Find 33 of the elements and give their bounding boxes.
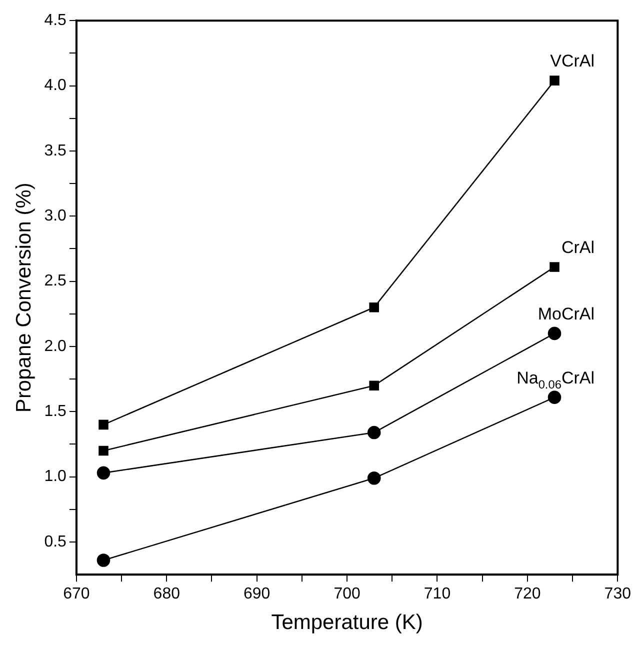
x-tick-label: 690 — [243, 586, 270, 603]
point — [548, 326, 562, 340]
point — [96, 554, 110, 567]
point — [367, 426, 381, 440]
point — [98, 420, 108, 430]
x-tick-label: 680 — [153, 586, 180, 603]
x-tick-label: 700 — [334, 586, 360, 603]
point — [369, 302, 379, 312]
point — [548, 390, 562, 404]
series-label: CrAl — [561, 238, 595, 257]
series-label: VCrAl — [550, 52, 595, 71]
y-tick-label: 2.5 — [44, 272, 67, 290]
point — [369, 380, 379, 390]
point — [367, 471, 381, 485]
point — [550, 262, 560, 272]
y-tick-label: 3.5 — [44, 142, 67, 160]
point — [98, 446, 108, 456]
y-axis-title: Propane Conversion (%) — [12, 182, 36, 413]
x-tick-label: 720 — [514, 586, 541, 603]
x-tick-label: 710 — [424, 586, 451, 603]
x-tick-label: 670 — [63, 586, 90, 603]
y-tick-label: 1.0 — [44, 468, 67, 486]
x-tick-label: 730 — [604, 586, 632, 603]
y-tick-label: 4.5 — [44, 12, 67, 30]
y-tick-label: 2.0 — [44, 338, 67, 355]
point — [96, 466, 110, 480]
point — [550, 76, 560, 86]
x-axis-title: Temperature (K) — [271, 611, 423, 634]
y-tick-label: 4.0 — [44, 77, 67, 94]
y-tick-label: 1.5 — [44, 403, 67, 420]
series-label: MoCrAl — [538, 304, 595, 324]
y-tick-label: 3.0 — [44, 208, 67, 225]
y-tick-label: 0.5 — [44, 533, 67, 550]
